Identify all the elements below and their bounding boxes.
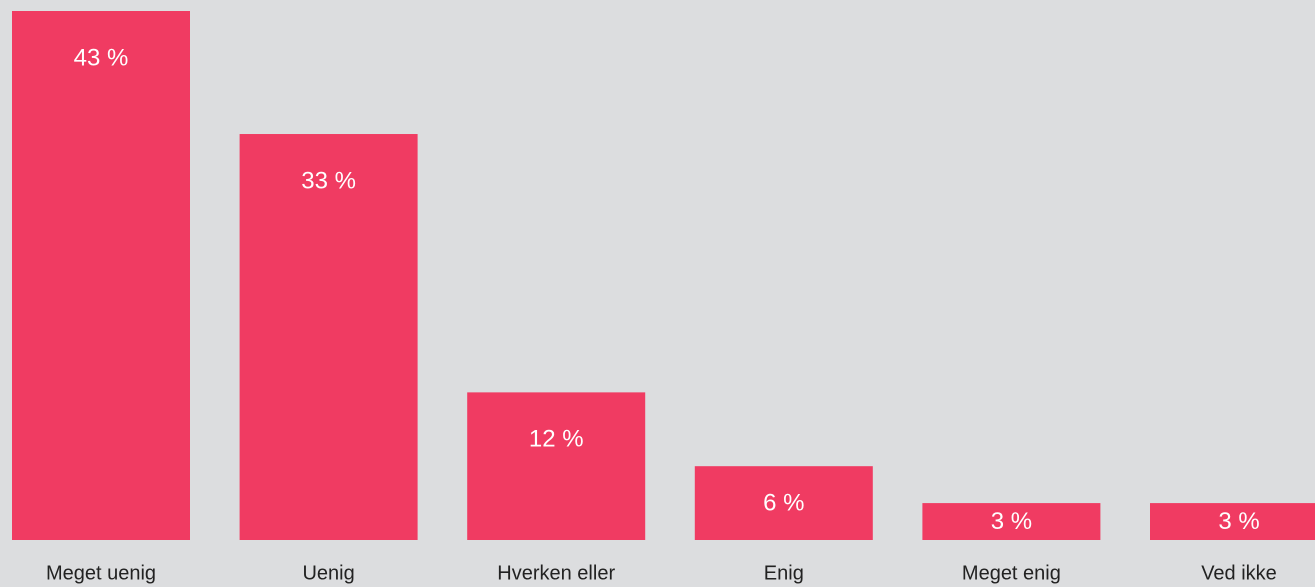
category-label: Enig <box>764 562 804 584</box>
category-label: Ved ikke <box>1201 562 1277 584</box>
bar <box>694 466 873 540</box>
value-label: 6 % <box>763 489 804 516</box>
value-label: 43 % <box>74 44 129 71</box>
category-label: Uenig <box>302 562 354 584</box>
value-label: 12 % <box>529 426 584 453</box>
bar <box>1150 503 1315 540</box>
bar <box>239 134 418 540</box>
bar <box>467 392 646 540</box>
value-label: 3 % <box>1218 508 1259 535</box>
category-label: Meget enig <box>962 562 1061 584</box>
bar <box>922 503 1101 540</box>
bar <box>12 11 190 540</box>
category-label: Hverken eller <box>497 562 615 584</box>
category-label: Meget uenig <box>46 562 156 584</box>
value-label: 33 % <box>301 167 356 194</box>
value-label: 3 % <box>991 508 1032 535</box>
